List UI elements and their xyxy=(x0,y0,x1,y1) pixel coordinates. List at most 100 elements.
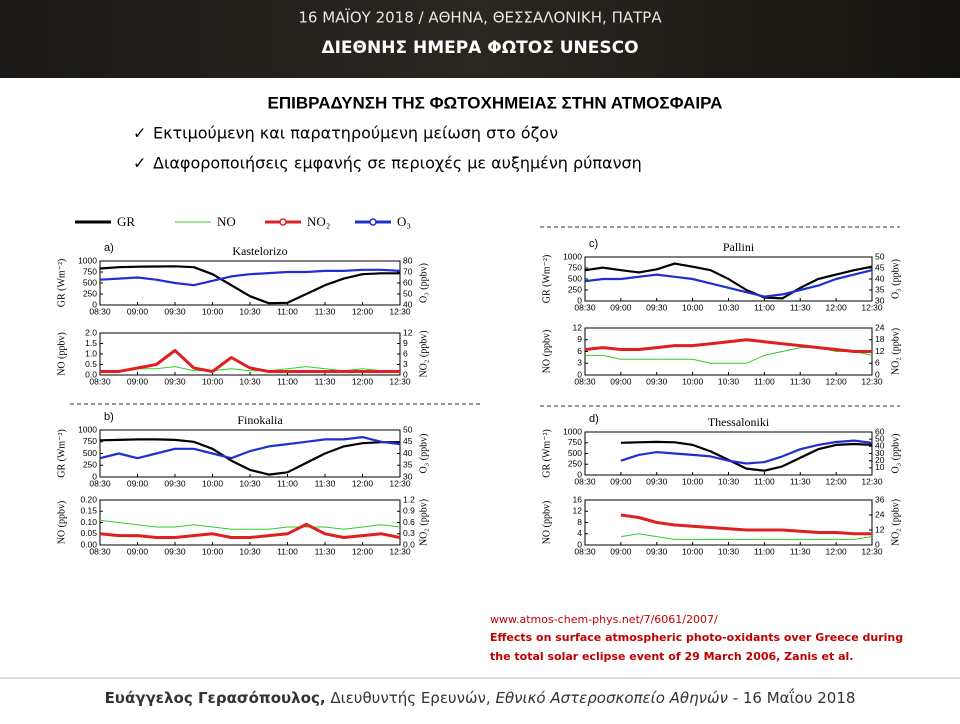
series-line xyxy=(584,338,872,353)
panel-label: d) xyxy=(589,413,599,425)
y2-tick-label: 40 xyxy=(403,448,413,458)
x-tick-label: 10:30 xyxy=(239,546,261,556)
footer-institute: Εθνικό Αστεροσκοπείο Αθηνών xyxy=(491,689,728,707)
x-tick-label: 09:00 xyxy=(127,306,149,316)
y-tick-label: 0 xyxy=(92,299,97,309)
y-tick-label: 3 xyxy=(577,358,582,368)
x-tick-label: 11:30 xyxy=(790,546,811,556)
y-tick-label: 2.0 xyxy=(85,327,97,337)
y2-tick-label: 70 xyxy=(403,266,413,276)
x-tick-label: 09:00 xyxy=(610,376,632,386)
y-tick-label: 0 xyxy=(577,295,582,305)
y2-tick-label: 0 xyxy=(875,539,880,549)
y-tick-label: 0.05 xyxy=(80,528,97,538)
y2-tick-label: 12 xyxy=(875,346,885,356)
y2-tick-label: 35 xyxy=(403,460,413,470)
y2-tick-label: 0 xyxy=(875,369,880,379)
y-tick-label: 16 xyxy=(573,494,583,504)
y-tick-label: 0 xyxy=(577,369,582,379)
x-tick-label: 10:00 xyxy=(202,306,224,316)
x-tick-label: 10:30 xyxy=(239,376,261,386)
y2-tick-label: 30 xyxy=(403,471,413,481)
y2-tick-label: 10 xyxy=(875,462,885,472)
y2-tick-label: 45 xyxy=(403,436,413,446)
y2-tick-label: 50 xyxy=(403,424,413,434)
series-line xyxy=(99,438,400,476)
y-axis-label: GR (Wm⁻²) xyxy=(56,429,67,478)
y2-tick-label: 0.6 xyxy=(403,517,415,527)
series-line xyxy=(100,349,400,373)
plot-frame xyxy=(584,327,873,376)
y-tick-label: 0.15 xyxy=(80,506,97,516)
y2-tick-label: 50 xyxy=(403,288,413,298)
x-tick-label: 12:30 xyxy=(861,476,883,486)
x-tick-label: 10:30 xyxy=(718,376,740,386)
citation-line: the total solar eclipse event of 29 Marc… xyxy=(490,650,853,663)
y-tick-label: 1000 xyxy=(78,424,97,434)
legend-label: O₃ xyxy=(397,214,411,229)
y2-axis-label: O₃ (ppbv) xyxy=(418,263,429,303)
footer-author: Ευάγγελος Γερασόπουλος, xyxy=(105,689,326,707)
x-tick-label: 11:30 xyxy=(790,302,811,312)
y-tick-label: 12 xyxy=(573,506,583,516)
legend-marker xyxy=(369,218,377,226)
x-tick-label: 09:00 xyxy=(127,376,149,386)
y-axis-label: NO (ppbv) xyxy=(56,332,67,376)
x-tick-label: 12:00 xyxy=(352,546,374,556)
series-line xyxy=(99,522,401,539)
station-name: Pallini xyxy=(723,240,755,254)
y-tick-label: 250 xyxy=(83,288,97,298)
check: ✓ xyxy=(133,124,146,143)
y2-tick-label: 50 xyxy=(875,251,885,261)
y2-axis-label: NO₂ (ppbv) xyxy=(890,328,901,375)
x-tick-label: 09:00 xyxy=(610,476,632,486)
header-title: ΔΙΕΘΝΗΣ ΗΜΕΡΑ ΦΩΤΟΣ UNESCO xyxy=(321,38,638,58)
x-tick-label: 11:30 xyxy=(790,476,811,486)
y2-tick-label: 0 xyxy=(403,369,408,379)
citation-url: www.atmos-chem-phys.net/7/6061/2007/ xyxy=(490,613,718,626)
y-tick-label: 0 xyxy=(577,539,582,549)
x-tick-label: 08:30 xyxy=(89,478,111,488)
series-line xyxy=(99,436,401,460)
station-name: Finokalia xyxy=(237,413,283,427)
y2-tick-label: 40 xyxy=(403,299,413,309)
y-axis-label: NO (ppbv) xyxy=(541,330,552,374)
plot-frame xyxy=(584,431,873,476)
x-tick-label: 11:30 xyxy=(315,376,336,386)
y2-tick-label: 24 xyxy=(875,322,885,332)
y-tick-label: 1000 xyxy=(563,251,582,261)
plot-frame xyxy=(584,499,873,546)
x-tick-label: 10:00 xyxy=(202,546,224,556)
y-tick-label: 0 xyxy=(577,469,582,479)
y-axis-label: NO (ppbv) xyxy=(541,501,552,545)
x-tick-label: 11:30 xyxy=(790,376,811,386)
y-tick-label: 500 xyxy=(568,273,582,283)
y-tick-label: 250 xyxy=(568,459,582,469)
x-tick-label: 10:00 xyxy=(682,546,704,556)
y-tick-label: 0.10 xyxy=(80,517,97,527)
x-tick-label: 10:00 xyxy=(682,376,704,386)
bullet: Εκτιμούμενη και παρατηρούμενη μείωση στο… xyxy=(153,124,558,143)
x-tick-label: 11:00 xyxy=(754,546,775,556)
series-line xyxy=(99,268,401,287)
y2-tick-label: 20 xyxy=(875,455,885,465)
check: ✓ xyxy=(133,154,146,173)
x-tick-label: 09:00 xyxy=(610,546,632,556)
series-line xyxy=(584,262,873,300)
y-tick-label: 0.20 xyxy=(80,494,97,504)
y-tick-label: 750 xyxy=(568,262,582,272)
y2-tick-label: 60 xyxy=(875,426,885,436)
footer: Ευάγγελος Γερασόπουλος, Διευθυντής Ερευν… xyxy=(105,687,856,707)
x-tick-label: 08:30 xyxy=(574,546,596,556)
y2-tick-label: 60 xyxy=(403,277,413,287)
x-tick-label: 11:00 xyxy=(277,478,298,488)
legend-label: NO₂ xyxy=(307,214,330,229)
y2-axis-label: NO₂ (ppbv) xyxy=(890,499,901,546)
y-tick-label: 1000 xyxy=(78,255,97,265)
x-tick-label: 12:00 xyxy=(352,478,374,488)
legend-label: GR xyxy=(117,214,135,229)
y2-axis-label: O₃ (ppbv) xyxy=(890,259,901,299)
y-tick-label: 750 xyxy=(83,266,97,276)
x-tick-label: 10:00 xyxy=(682,302,704,312)
x-tick-label: 12:30 xyxy=(389,306,411,316)
